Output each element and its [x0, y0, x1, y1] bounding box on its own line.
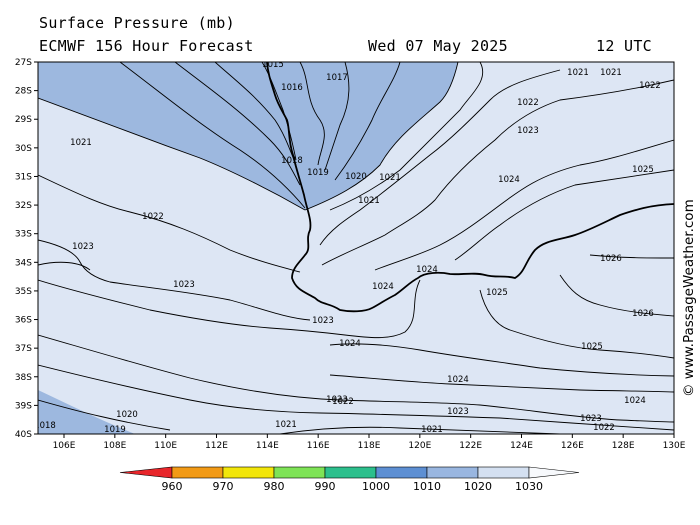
isobar-label: 1024 — [372, 282, 394, 292]
isobar-label: 1021 — [275, 420, 297, 430]
legend-swatch — [273, 466, 326, 479]
legend-label: 1020 — [464, 480, 492, 493]
low-pressure-fill-north — [38, 62, 458, 210]
isobar-label: 1026 — [600, 254, 622, 264]
lat-label: 39S — [15, 401, 32, 411]
lon-label: 116E — [307, 441, 330, 451]
isobar-label: 1023 — [312, 316, 334, 326]
isobar-label: 1017 — [326, 73, 348, 83]
isobar-label: 1019 — [104, 425, 126, 435]
lat-label: 37S — [15, 344, 32, 354]
lat-label: 32S — [15, 201, 32, 211]
legend-arrow-low — [119, 466, 173, 479]
low-pressure-fill-south — [38, 390, 135, 434]
lat-label: 31S — [15, 172, 32, 182]
map-title: Surface Pressure (mb) — [39, 14, 235, 32]
isobar-label: 1020 — [345, 172, 367, 182]
isobar-label: 1021 — [358, 196, 380, 206]
lon-label: 106E — [53, 441, 76, 451]
isobar-label: 1026 — [632, 309, 654, 319]
isobar-label: 1025 — [486, 288, 508, 298]
isobar-label: 1022 — [517, 98, 539, 108]
lon-label: 130E — [663, 441, 686, 451]
isobar-label: 1021 — [567, 68, 589, 78]
isobar-label: 1015 — [262, 60, 284, 70]
lon-label: 112E — [205, 441, 228, 451]
isobar-label: 1023 — [517, 126, 539, 136]
isobar-label: 1023 — [580, 414, 602, 424]
legend-label: 1000 — [362, 480, 390, 493]
lat-label: 30S — [15, 144, 32, 154]
lat-label: 35S — [15, 287, 32, 297]
forecast-time: 12 UTC — [596, 37, 652, 55]
lon-label: 118E — [358, 441, 381, 451]
watermark: © www.PassageWeather.com — [681, 199, 697, 397]
lon-label: 126E — [561, 441, 584, 451]
legend-swatch — [222, 466, 275, 479]
lat-label: 36S — [15, 316, 32, 326]
isobar-label: 1023 — [326, 395, 348, 405]
lat-label: 34S — [15, 258, 32, 268]
model-label: ECMWF 156 Hour Forecast — [39, 37, 254, 55]
lon-label: 108E — [103, 441, 126, 451]
isobar-label: 1024 — [624, 396, 646, 406]
legend-label: 1030 — [515, 480, 543, 493]
isobar-label: 1022 — [332, 397, 354, 407]
isobar-label: 1023 — [447, 407, 469, 417]
lon-label: 120E — [408, 441, 431, 451]
lat-label: 29S — [15, 115, 32, 125]
legend-swatch — [324, 466, 377, 479]
legend-swatch — [426, 466, 479, 479]
legend-swatch — [171, 466, 224, 479]
isobar-label: 1024 — [447, 375, 469, 385]
isobar-label: 1024 — [498, 175, 520, 185]
isobar-label: 1016 — [281, 83, 303, 93]
lon-label: 122E — [459, 441, 482, 451]
isobar-label: 1021 — [379, 173, 401, 183]
isobar-label: 1021 — [70, 138, 92, 148]
map-plot-area: 1015 1016 1017 1018 1019 1020 1021 1021 1021 1021… — [34, 60, 674, 435]
isobar-label: 1018 — [34, 421, 56, 431]
isobar-label: 1022 — [593, 423, 615, 433]
lon-label: 124E — [510, 441, 533, 451]
legend-label: 980 — [264, 480, 285, 493]
isobar-label: 1024 — [416, 265, 438, 275]
legend-swatch — [375, 466, 428, 479]
lat-label: 40S — [15, 430, 32, 440]
isobar-label: 1019 — [307, 168, 329, 178]
lat-label: 38S — [15, 373, 32, 383]
coastline — [266, 62, 674, 313]
lat-label: 27S — [15, 58, 32, 68]
lat-label: 33S — [15, 230, 32, 240]
map-frame — [37, 61, 675, 435]
isobar-label: 1024 — [339, 339, 361, 349]
isobar-label: 1021 — [421, 425, 443, 435]
lon-label: 114E — [256, 441, 279, 451]
color-legend: 960 970 980 990 1000 1010 1020 1030 — [119, 466, 580, 493]
legend-label: 990 — [315, 480, 336, 493]
legend-arrow-high — [528, 466, 580, 479]
isobar-label: 1022 — [639, 81, 661, 91]
legend-label: 970 — [213, 480, 234, 493]
lon-label: 110E — [154, 441, 177, 451]
isobar-label: 1021 — [600, 68, 622, 78]
isobar-label: 1022 — [142, 212, 164, 222]
lat-label: 28S — [15, 87, 32, 97]
isobar-label: 1023 — [173, 280, 195, 290]
watermark-text: © www.PassageWeather.com — [681, 199, 697, 397]
lon-label: 128E — [612, 441, 635, 451]
legend-label: 960 — [162, 480, 183, 493]
isobar-label: 1018 — [281, 156, 303, 166]
forecast-date: Wed 07 May 2025 — [368, 37, 508, 55]
legend-swatch — [477, 466, 530, 479]
isobar-label: 1025 — [632, 165, 654, 175]
isobar-label: 1025 — [581, 342, 603, 352]
isobar-label: 1020 — [116, 410, 138, 420]
legend-label: 1010 — [413, 480, 441, 493]
isobar-label: 1023 — [72, 242, 94, 252]
